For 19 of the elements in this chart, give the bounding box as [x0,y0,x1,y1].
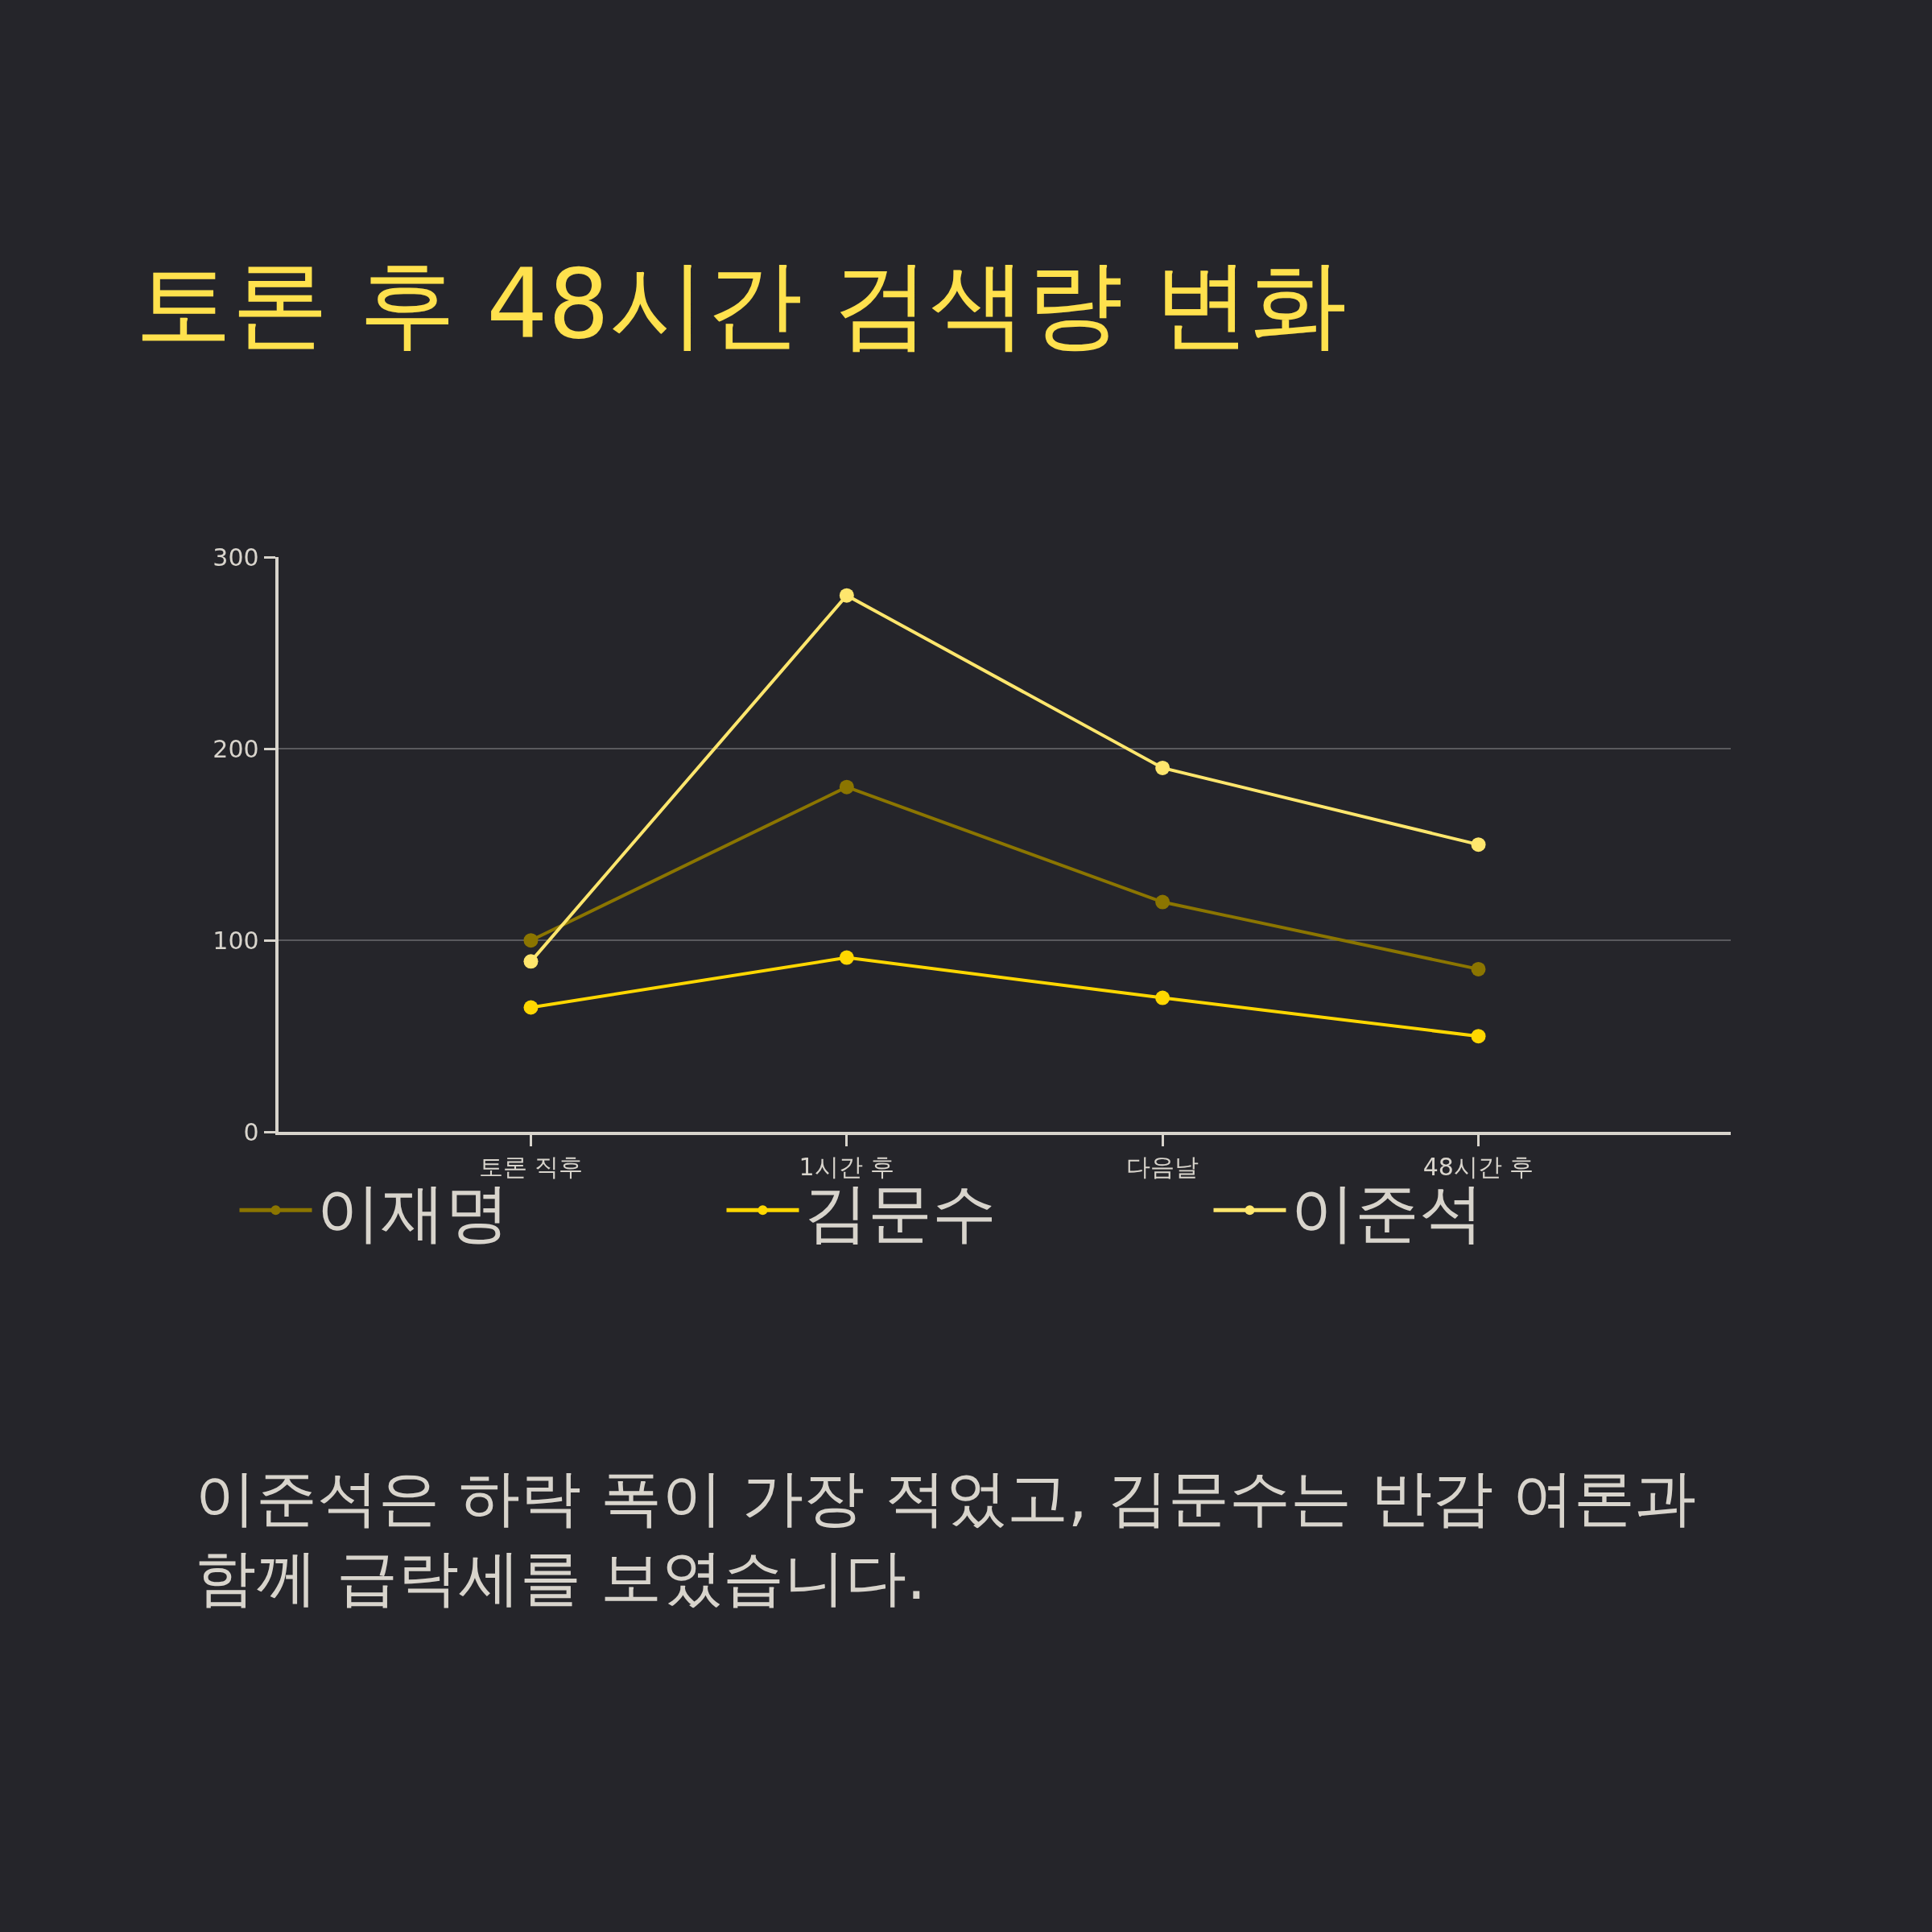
point [523,933,539,948]
point [839,779,854,795]
point [1471,837,1486,852]
y-tick-label: 200 [213,734,259,763]
point [1155,990,1170,1005]
y-tick-label: 0 [243,1117,259,1146]
point [523,954,539,969]
y-tick-label: 100 [213,926,259,955]
point [1155,760,1170,775]
point [839,950,854,965]
point [1471,961,1486,976]
point [1155,894,1170,910]
point [839,588,854,603]
x-tick-label: 다음날 [1126,1153,1199,1182]
point [1471,1029,1486,1044]
text: 이준석은 하락 폭이 가장 적었고, 김문수는 반감 여론과 함께 급락세를 보였습니다. [195,1462,1697,1613]
y-tick-label: 300 [213,543,259,572]
chart-title: 토론 후 48시간 검색량 변화 [135,247,1348,360]
point [523,1000,539,1015]
